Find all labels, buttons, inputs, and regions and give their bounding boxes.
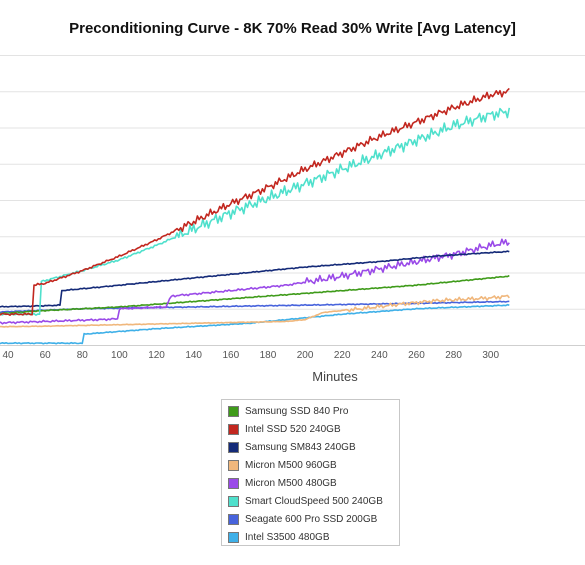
- legend-swatch: [228, 531, 239, 543]
- legend-label: Samsung SSD 840 Pro: [245, 405, 349, 417]
- legend-label: Seagate 600 Pro SSD 200GB: [245, 513, 378, 525]
- legend-item: Samsung SM843 240GB: [222, 438, 399, 456]
- legend-item: Micron M500 960GB: [222, 456, 399, 474]
- x-tick-label: 160: [222, 350, 239, 361]
- x-tick-label: 200: [297, 350, 314, 361]
- x-tick-label: 80: [77, 350, 89, 361]
- legend-label: Micron M500 960GB: [245, 459, 337, 471]
- legend-item: Smart CloudSpeed 500 240GB: [222, 492, 399, 510]
- legend-swatch: [228, 513, 239, 525]
- x-tick-label: 100: [111, 350, 128, 361]
- series-line: [0, 300, 510, 314]
- x-tick-labels: 40 60 80 100 120 140 160 180 200 220 240 260 280 300: [2, 350, 499, 361]
- x-tick-label: 140: [185, 350, 202, 361]
- legend-swatch: [228, 477, 239, 489]
- x-tick-label: 240: [371, 350, 388, 361]
- legend-label: Smart CloudSpeed 500 240GB: [245, 495, 383, 507]
- legend-item: Intel S3500 480GB: [222, 528, 399, 546]
- series-line: [0, 294, 510, 328]
- series-lines: [0, 87, 511, 345]
- legend-label: Samsung SM843 240GB: [245, 441, 356, 453]
- series-line: [0, 274, 510, 315]
- x-tick-label: 300: [482, 350, 499, 361]
- x-tick-label: 180: [260, 350, 277, 361]
- legend-item: Micron M500 480GB: [222, 474, 399, 492]
- series-line: [0, 250, 510, 308]
- chart-title: Preconditioning Curve - 8K 70% Read 30% …: [69, 20, 516, 37]
- legend-swatch: [228, 405, 239, 417]
- legend-label: Intel SSD 520 240GB: [245, 423, 341, 435]
- x-tick-label: 60: [40, 350, 52, 361]
- legend-swatch: [228, 495, 239, 507]
- legend-swatch: [228, 423, 239, 435]
- x-tick-label: 120: [148, 350, 165, 361]
- series-line: [0, 87, 510, 316]
- legend-swatch: [228, 441, 239, 453]
- legend-item: Intel SSD 520 240GB: [222, 420, 399, 438]
- series-line: [0, 303, 510, 345]
- series-line: [0, 238, 510, 325]
- x-tick-label: 260: [408, 350, 425, 361]
- x-tick-label: 40: [2, 350, 14, 361]
- x-tick-label: 280: [445, 350, 462, 361]
- legend-swatch: [228, 459, 239, 471]
- chart-legend: Samsung SSD 840 Pro Intel SSD 520 240GB Sa…: [221, 399, 400, 546]
- legend-label: Micron M500 480GB: [245, 477, 337, 489]
- x-tick-label: 220: [334, 350, 351, 361]
- legend-label: Intel S3500 480GB: [245, 531, 330, 543]
- x-axis-label: Minutes: [312, 369, 358, 384]
- gridlines: [0, 55, 585, 346]
- legend-item: Samsung SSD 840 Pro: [222, 402, 399, 420]
- legend-item: Seagate 600 Pro SSD 200GB: [222, 510, 399, 528]
